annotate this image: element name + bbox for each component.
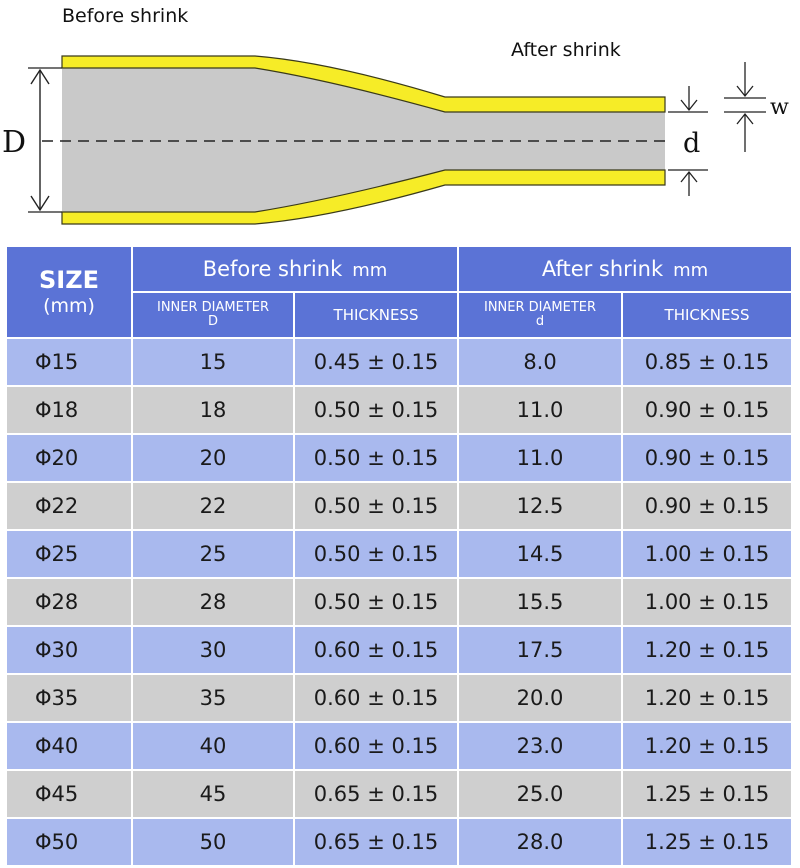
spec-table-body: Φ15 15 0.45 ± 0.15 8.0 0.85 ± 0.15 Φ18 18 0.50 … — [5, 337, 794, 867]
thickness-before-cell: 0.50 ± 0.15 — [292, 433, 460, 483]
thickness-after-cell: 0.90 ± 0.15 — [621, 481, 794, 531]
thickness-before-cell: 0.50 ± 0.15 — [292, 385, 460, 435]
size-cell: Φ35 — [5, 673, 133, 723]
inner-diameter-after-cell: 25.0 — [457, 769, 624, 819]
thickness-before-cell: 0.60 ± 0.15 — [292, 721, 460, 771]
thickness-after-cell: 1.20 ± 0.15 — [621, 721, 794, 771]
header-row-group: SIZE (mm) Before shrink mm After shrink mm — [5, 245, 794, 339]
thickness-after-cell: 1.00 ± 0.15 — [621, 577, 794, 627]
size-cell: Φ20 — [5, 433, 133, 483]
table-row: Φ40 40 0.60 ± 0.15 23.0 1.20 ± 0.15 — [5, 721, 794, 771]
after-shrink-label: After shrink — [511, 39, 621, 61]
inner-diameter-after-cell: 11.0 — [457, 385, 624, 435]
thickness-after-cell: 0.90 ± 0.15 — [621, 433, 794, 483]
arrow-up-icon — [680, 170, 698, 183]
thickness-before-cell: 0.60 ± 0.15 — [292, 625, 460, 675]
thickness-before-cell: 0.50 ± 0.15 — [292, 481, 460, 531]
inner-diameter-before-cell: 22 — [131, 481, 295, 531]
shrink-tube-diagram: D d w Before shrink After shrink — [2, 5, 789, 225]
size-cell: Φ15 — [5, 337, 133, 387]
size-cell: Φ40 — [5, 721, 133, 771]
before-thickness-header: THICKNESS — [292, 291, 460, 339]
thickness-before-cell: 0.65 ± 0.15 — [292, 769, 460, 819]
inner-diameter-after-cell: 12.5 — [457, 481, 624, 531]
inner-diameter-after-cell: 20.0 — [457, 673, 624, 723]
table-row: Φ28 28 0.50 ± 0.15 15.5 1.00 ± 0.15 — [5, 577, 794, 627]
thickness-after-cell: 0.90 ± 0.15 — [621, 385, 794, 435]
arrow-down-icon — [30, 195, 50, 212]
size-cell: Φ18 — [5, 385, 133, 435]
small-d-label: d — [683, 128, 700, 159]
header-row-sub: INNER DIAMETER D THICKNESS INNER DIAMETE… — [6, 291, 794, 339]
spec-table: SIZE (mm) Before shrink mm After shrink mm… — [5, 245, 794, 867]
table-row: Φ18 18 0.50 ± 0.15 11.0 0.90 ± 0.15 — [5, 385, 794, 435]
size-cell: Φ50 — [5, 817, 133, 867]
size-cell: Φ22 — [5, 481, 133, 531]
table-row: Φ20 20 0.50 ± 0.15 11.0 0.90 ± 0.15 — [5, 433, 794, 483]
after-thickness-header: THICKNESS — [621, 291, 794, 339]
table-row: Φ50 50 0.65 ± 0.15 28.0 1.25 ± 0.15 — [5, 817, 794, 867]
arrow-up-icon — [736, 112, 754, 125]
table-row: Φ25 25 0.50 ± 0.15 14.5 1.00 ± 0.15 — [5, 529, 794, 579]
inner-diameter-after-cell: 11.0 — [457, 433, 624, 483]
tube-core — [62, 68, 665, 212]
table-row: Φ35 35 0.60 ± 0.15 20.0 1.20 ± 0.15 — [5, 673, 794, 723]
inner-diameter-after-cell: 15.5 — [457, 577, 624, 627]
before-shrink-label: Before shrink — [62, 5, 188, 27]
size-cell: Φ30 — [5, 625, 133, 675]
table-row: Φ45 45 0.65 ± 0.15 25.0 1.25 ± 0.15 — [5, 769, 794, 819]
inner-diameter-before-cell: 45 — [131, 769, 295, 819]
inner-diameter-before-cell: 18 — [131, 385, 295, 435]
thickness-after-cell: 1.00 ± 0.15 — [621, 529, 794, 579]
big-d-label: D — [2, 125, 26, 160]
inner-diameter-before-cell: 15 — [131, 337, 295, 387]
thickness-before-cell: 0.45 ± 0.15 — [292, 337, 460, 387]
inner-diameter-before-cell: 40 — [131, 721, 295, 771]
inner-diameter-before-cell: 25 — [131, 529, 295, 579]
after-inner-diameter-header: INNER DIAMETER d — [457, 291, 624, 339]
thickness-before-cell: 0.60 ± 0.15 — [292, 673, 460, 723]
thickness-after-cell: 1.20 ± 0.15 — [621, 625, 794, 675]
inner-diameter-before-cell: 50 — [131, 817, 295, 867]
table-row: Φ15 15 0.45 ± 0.15 8.0 0.85 ± 0.15 — [5, 337, 794, 387]
inner-diameter-before-cell: 35 — [131, 673, 295, 723]
inner-diameter-after-cell: 23.0 — [457, 721, 624, 771]
before-inner-diameter-header: INNER DIAMETER D — [131, 291, 295, 339]
thickness-after-cell: 1.20 ± 0.15 — [621, 673, 794, 723]
arrow-down-icon — [736, 85, 754, 98]
table-row: Φ30 30 0.60 ± 0.15 17.5 1.20 ± 0.15 — [5, 625, 794, 675]
tube-wall-bottom — [61, 169, 666, 225]
arrow-up-icon — [30, 68, 50, 85]
table-row: Φ22 22 0.50 ± 0.15 12.5 0.90 ± 0.15 — [5, 481, 794, 531]
after-shrink-header: After shrink mm — [457, 245, 794, 293]
size-cell: Φ45 — [5, 769, 133, 819]
before-shrink-header: Before shrink mm — [130, 245, 460, 293]
thickness-after-cell: 0.85 ± 0.15 — [621, 337, 794, 387]
arrow-down-icon — [680, 99, 698, 112]
thickness-after-cell: 1.25 ± 0.15 — [621, 817, 794, 867]
inner-diameter-after-cell: 14.5 — [457, 529, 624, 579]
thickness-before-cell: 0.50 ± 0.15 — [292, 577, 460, 627]
inner-diameter-after-cell: 17.5 — [457, 625, 624, 675]
thickness-after-cell: 1.25 ± 0.15 — [621, 769, 794, 819]
inner-diameter-before-cell: 28 — [131, 577, 295, 627]
thickness-before-cell: 0.65 ± 0.15 — [292, 817, 460, 867]
inner-diameter-before-cell: 30 — [131, 625, 295, 675]
inner-diameter-after-cell: 28.0 — [457, 817, 624, 867]
size-cell: Φ28 — [5, 577, 133, 627]
inner-diameter-before-cell: 20 — [131, 433, 295, 483]
tube-wall-top — [61, 55, 666, 113]
wall-label: w — [770, 95, 789, 120]
thickness-before-cell: 0.50 ± 0.15 — [292, 529, 460, 579]
size-cell: Φ25 — [5, 529, 133, 579]
inner-diameter-after-cell: 8.0 — [457, 337, 624, 387]
size-header: SIZE (mm) — [5, 245, 133, 339]
